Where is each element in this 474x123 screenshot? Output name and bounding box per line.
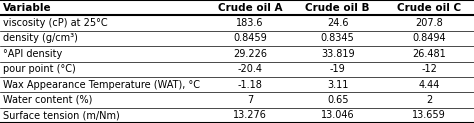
Text: 26.481: 26.481 (412, 49, 446, 59)
Text: Surface tension (m/Nm): Surface tension (m/Nm) (3, 110, 120, 120)
Text: 0.8345: 0.8345 (321, 33, 355, 43)
Text: 3.11: 3.11 (327, 80, 348, 90)
Text: 29.226: 29.226 (233, 49, 267, 59)
Text: 0.65: 0.65 (327, 95, 348, 105)
Text: °API density: °API density (3, 49, 63, 59)
Text: -1.18: -1.18 (237, 80, 263, 90)
Text: Wax Appearance Temperature (WAT), °C: Wax Appearance Temperature (WAT), °C (3, 80, 201, 90)
Text: -20.4: -20.4 (237, 64, 263, 74)
Text: 13.046: 13.046 (321, 110, 355, 120)
Text: 4.44: 4.44 (418, 80, 440, 90)
Text: -12: -12 (421, 64, 437, 74)
Text: 0.8494: 0.8494 (412, 33, 446, 43)
Text: Water content (%): Water content (%) (3, 95, 93, 105)
Text: 7: 7 (247, 95, 253, 105)
Text: density (g/cm³): density (g/cm³) (3, 33, 78, 43)
Text: 24.6: 24.6 (327, 18, 348, 28)
Text: 2: 2 (426, 95, 432, 105)
Text: Variable: Variable (3, 3, 52, 13)
Text: 207.8: 207.8 (415, 18, 443, 28)
Text: viscosity (cP) at 25°C: viscosity (cP) at 25°C (3, 18, 108, 28)
Text: 13.659: 13.659 (412, 110, 446, 120)
Text: Crude oil C: Crude oil C (397, 3, 461, 13)
Text: -19: -19 (330, 64, 346, 74)
Text: Crude oil B: Crude oil B (305, 3, 370, 13)
Text: 0.8459: 0.8459 (233, 33, 267, 43)
Text: 33.819: 33.819 (321, 49, 355, 59)
Text: pour point (°C): pour point (°C) (3, 64, 76, 74)
Text: 13.276: 13.276 (233, 110, 267, 120)
Text: Crude oil A: Crude oil A (218, 3, 283, 13)
Text: 183.6: 183.6 (236, 18, 264, 28)
